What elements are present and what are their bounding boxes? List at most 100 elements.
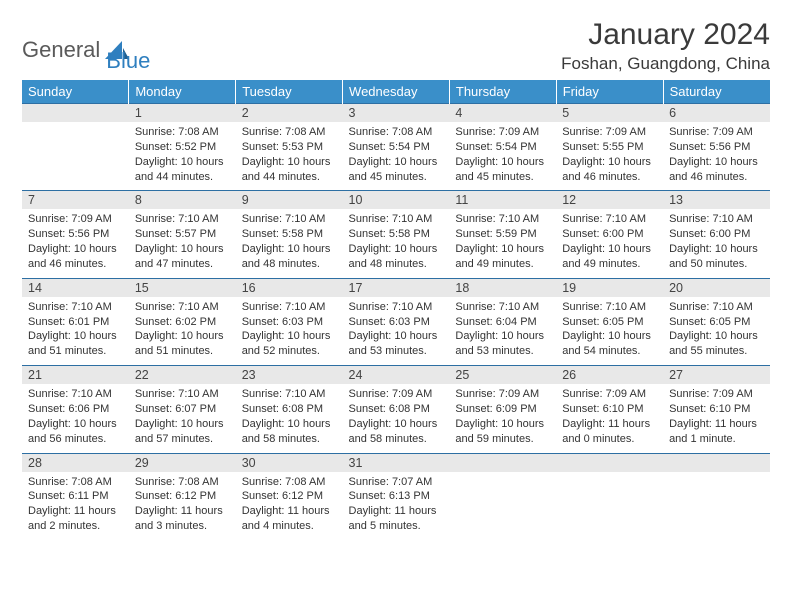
sunrise-text: Sunrise: 7:10 AM <box>135 300 230 315</box>
day-body-cell: Sunrise: 7:08 AMSunset: 6:12 PMDaylight:… <box>129 472 236 540</box>
day-body-cell: Sunrise: 7:10 AMSunset: 6:01 PMDaylight:… <box>22 297 129 366</box>
day-number-cell: 21 <box>22 366 129 385</box>
day-body-cell: Sunrise: 7:10 AMSunset: 6:05 PMDaylight:… <box>663 297 770 366</box>
day-body-cell <box>663 472 770 540</box>
daylight-text: Daylight: 10 hours <box>455 242 550 257</box>
daylight-text: and 57 minutes. <box>135 432 230 447</box>
sunrise-text: Sunrise: 7:09 AM <box>562 125 657 140</box>
week-body-row: Sunrise: 7:09 AMSunset: 5:56 PMDaylight:… <box>22 209 770 278</box>
daylight-text: and 52 minutes. <box>242 344 337 359</box>
sunset-text: Sunset: 6:03 PM <box>349 315 444 330</box>
sunrise-text: Sunrise: 7:10 AM <box>455 212 550 227</box>
daylight-text: and 58 minutes. <box>349 432 444 447</box>
sunset-text: Sunset: 5:59 PM <box>455 227 550 242</box>
day-body-cell: Sunrise: 7:10 AMSunset: 6:00 PMDaylight:… <box>663 209 770 278</box>
sunset-text: Sunset: 6:10 PM <box>669 402 764 417</box>
daylight-text: Daylight: 10 hours <box>349 242 444 257</box>
calendar-page: General Blue January 2024 Foshan, Guangd… <box>0 0 792 550</box>
location-label: Foshan, Guangdong, China <box>561 54 770 74</box>
daylight-text: and 59 minutes. <box>455 432 550 447</box>
daylight-text: Daylight: 10 hours <box>669 242 764 257</box>
sunrise-text: Sunrise: 7:10 AM <box>135 387 230 402</box>
daylight-text: and 49 minutes. <box>562 257 657 272</box>
day-number-cell: 13 <box>663 191 770 210</box>
day-number-cell: 20 <box>663 278 770 297</box>
daylight-text: Daylight: 10 hours <box>28 417 123 432</box>
sunrise-text: Sunrise: 7:08 AM <box>242 125 337 140</box>
day-body-cell: Sunrise: 7:09 AMSunset: 5:56 PMDaylight:… <box>663 122 770 191</box>
sunset-text: Sunset: 5:52 PM <box>135 140 230 155</box>
sunrise-text: Sunrise: 7:08 AM <box>349 125 444 140</box>
dow-friday: Friday <box>556 80 663 104</box>
day-body-cell: Sunrise: 7:08 AMSunset: 6:12 PMDaylight:… <box>236 472 343 540</box>
day-number-cell: 8 <box>129 191 236 210</box>
dow-monday: Monday <box>129 80 236 104</box>
daylight-text: Daylight: 10 hours <box>135 417 230 432</box>
daylight-text: Daylight: 10 hours <box>242 329 337 344</box>
sunset-text: Sunset: 6:12 PM <box>242 489 337 504</box>
day-number-cell: 10 <box>343 191 450 210</box>
day-body-cell: Sunrise: 7:08 AMSunset: 5:54 PMDaylight:… <box>343 122 450 191</box>
day-body-cell: Sunrise: 7:09 AMSunset: 6:10 PMDaylight:… <box>556 384 663 453</box>
sunset-text: Sunset: 6:02 PM <box>135 315 230 330</box>
day-number-cell: 11 <box>449 191 556 210</box>
day-number-cell: 26 <box>556 366 663 385</box>
sunrise-text: Sunrise: 7:09 AM <box>455 125 550 140</box>
sunrise-text: Sunrise: 7:10 AM <box>135 212 230 227</box>
sunrise-text: Sunrise: 7:10 AM <box>669 212 764 227</box>
sunset-text: Sunset: 6:07 PM <box>135 402 230 417</box>
sunrise-text: Sunrise: 7:10 AM <box>242 212 337 227</box>
daylight-text: Daylight: 10 hours <box>455 329 550 344</box>
daylight-text: and 54 minutes. <box>562 344 657 359</box>
week-daynum-row: 28293031 <box>22 453 770 472</box>
daylight-text: Daylight: 10 hours <box>242 417 337 432</box>
sunset-text: Sunset: 5:54 PM <box>455 140 550 155</box>
daylight-text: and 46 minutes. <box>28 257 123 272</box>
sunset-text: Sunset: 6:03 PM <box>242 315 337 330</box>
sunset-text: Sunset: 6:00 PM <box>669 227 764 242</box>
day-number-cell: 6 <box>663 104 770 123</box>
dow-sunday: Sunday <box>22 80 129 104</box>
week-body-row: Sunrise: 7:10 AMSunset: 6:06 PMDaylight:… <box>22 384 770 453</box>
sunrise-text: Sunrise: 7:10 AM <box>349 300 444 315</box>
day-number-cell: 4 <box>449 104 556 123</box>
daylight-text: and 51 minutes. <box>135 344 230 359</box>
sunrise-text: Sunrise: 7:10 AM <box>28 387 123 402</box>
daylight-text: Daylight: 10 hours <box>242 242 337 257</box>
sunset-text: Sunset: 6:13 PM <box>349 489 444 504</box>
daylight-text: and 49 minutes. <box>455 257 550 272</box>
daylight-text: Daylight: 10 hours <box>349 417 444 432</box>
daylight-text: Daylight: 10 hours <box>28 329 123 344</box>
day-body-cell: Sunrise: 7:10 AMSunset: 6:02 PMDaylight:… <box>129 297 236 366</box>
day-number-cell: 14 <box>22 278 129 297</box>
daylight-text: and 3 minutes. <box>135 519 230 534</box>
day-number-cell: 22 <box>129 366 236 385</box>
sunrise-text: Sunrise: 7:10 AM <box>562 300 657 315</box>
day-number-cell <box>22 104 129 123</box>
sunset-text: Sunset: 6:11 PM <box>28 489 123 504</box>
daylight-text: and 55 minutes. <box>669 344 764 359</box>
day-number-cell: 23 <box>236 366 343 385</box>
sunrise-text: Sunrise: 7:09 AM <box>669 125 764 140</box>
daylight-text: Daylight: 11 hours <box>135 504 230 519</box>
daylight-text: Daylight: 10 hours <box>135 155 230 170</box>
sunrise-text: Sunrise: 7:10 AM <box>242 300 337 315</box>
day-body-cell: Sunrise: 7:09 AMSunset: 5:54 PMDaylight:… <box>449 122 556 191</box>
week-daynum-row: 14151617181920 <box>22 278 770 297</box>
day-number-cell: 25 <box>449 366 556 385</box>
week-daynum-row: 21222324252627 <box>22 366 770 385</box>
day-number-cell: 27 <box>663 366 770 385</box>
sunset-text: Sunset: 6:01 PM <box>28 315 123 330</box>
day-number-cell <box>449 453 556 472</box>
sunset-text: Sunset: 6:08 PM <box>349 402 444 417</box>
daylight-text: and 2 minutes. <box>28 519 123 534</box>
day-body-cell: Sunrise: 7:10 AMSunset: 6:05 PMDaylight:… <box>556 297 663 366</box>
day-body-cell: Sunrise: 7:10 AMSunset: 6:07 PMDaylight:… <box>129 384 236 453</box>
brand-text-general: General <box>22 37 100 63</box>
day-body-cell: Sunrise: 7:08 AMSunset: 5:52 PMDaylight:… <box>129 122 236 191</box>
daylight-text: and 44 minutes. <box>242 170 337 185</box>
title-block: January 2024 Foshan, Guangdong, China <box>561 18 770 74</box>
day-number-cell: 1 <box>129 104 236 123</box>
calendar-table: Sunday Monday Tuesday Wednesday Thursday… <box>22 80 770 540</box>
month-title: January 2024 <box>561 18 770 52</box>
